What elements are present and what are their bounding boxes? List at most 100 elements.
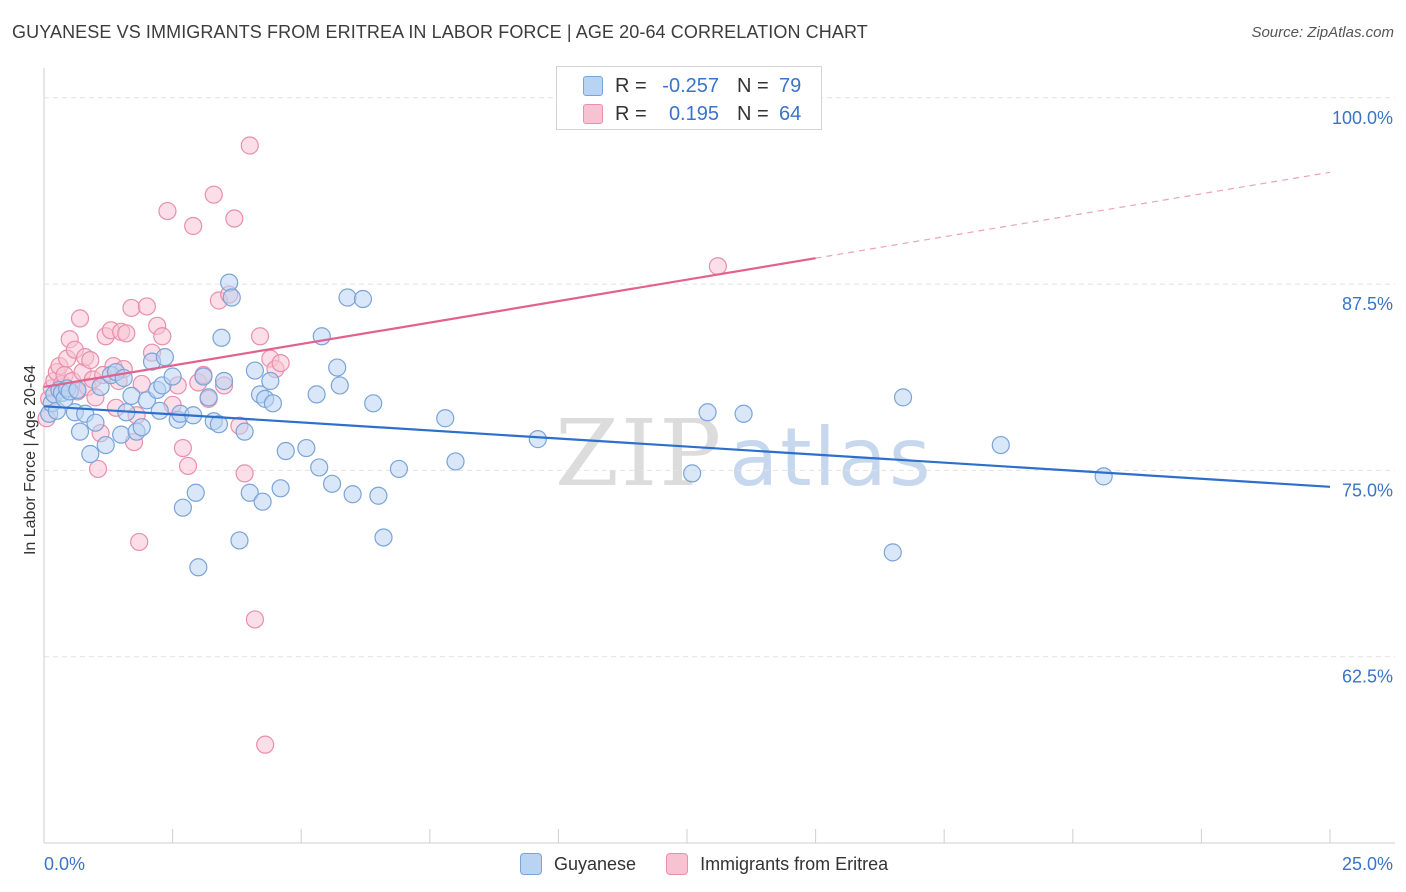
source-label: Source: ZipAtlas.com	[1251, 24, 1394, 41]
point-guyanese	[132, 418, 151, 437]
point-guyanese	[307, 385, 326, 404]
x-tick-label: 0.0%	[44, 854, 85, 874]
trendline-extension-eritrea	[815, 171, 1331, 259]
series-legend: Guyanese Immigrants from Eritrea	[520, 852, 918, 876]
y-axis-label: In Labor Force | Age 20-64	[22, 364, 39, 556]
point-guyanese	[68, 380, 87, 400]
point-guyanese	[374, 528, 393, 547]
point-eritrea	[130, 532, 149, 552]
chart-title: GUYANESE VS IMMIGRANTS FROM ERITREA IN L…	[12, 22, 868, 42]
point-eritrea	[271, 353, 290, 373]
legend-item-eritrea[interactable]: Immigrants from Eritrea	[666, 853, 888, 875]
point-guyanese	[991, 435, 1010, 455]
point-guyanese	[150, 401, 169, 420]
point-guyanese	[330, 376, 349, 395]
point-guyanese	[528, 430, 547, 449]
point-guyanese	[199, 388, 218, 407]
legend-swatch-guyanese	[520, 853, 542, 875]
point-eritrea	[235, 464, 254, 483]
point-eritrea	[178, 456, 198, 476]
point-guyanese	[209, 415, 228, 434]
point-guyanese	[1094, 467, 1113, 486]
point-guyanese	[173, 498, 192, 517]
y-tick-label: 87.5%	[1342, 294, 1393, 314]
watermark-atlas: atlas	[729, 411, 933, 504]
point-guyanese	[328, 358, 347, 377]
stats-legend: R = -0.257 N = 79 R = 0.195 N = 64	[556, 66, 822, 130]
point-eritrea	[88, 459, 108, 479]
n-value: 79	[779, 74, 802, 97]
legend-label-guyanese: Guyanese	[554, 853, 637, 874]
point-guyanese	[214, 371, 234, 391]
n-label: N =	[737, 102, 769, 125]
point-guyanese	[261, 371, 280, 391]
point-eritrea	[70, 309, 90, 328]
stats-row-eritrea: R = 0.195 N = 64	[557, 100, 801, 128]
point-guyanese	[734, 404, 753, 423]
r-label: R =	[615, 102, 647, 125]
legend-swatch-eritrea	[583, 104, 603, 124]
point-eritrea	[173, 438, 192, 458]
point-eritrea	[81, 351, 100, 370]
point-eritrea	[256, 735, 275, 754]
point-guyanese	[698, 403, 717, 422]
point-eritrea	[122, 298, 141, 318]
point-eritrea	[250, 327, 270, 346]
point-eritrea	[184, 216, 203, 236]
y-tick-label: 62.5%	[1342, 667, 1393, 687]
point-guyanese	[194, 367, 213, 386]
point-guyanese	[369, 486, 388, 505]
n-label: N =	[737, 74, 769, 97]
point-guyanese	[189, 558, 208, 577]
point-guyanese	[112, 425, 131, 444]
point-guyanese	[220, 273, 239, 292]
point-guyanese	[235, 422, 254, 441]
point-guyanese	[446, 452, 465, 471]
point-guyanese	[343, 485, 362, 504]
point-guyanese	[364, 394, 383, 413]
point-eritrea	[225, 209, 244, 228]
point-guyanese	[683, 464, 702, 483]
point-guyanese	[163, 367, 182, 386]
legend-item-guyanese[interactable]: Guyanese	[520, 853, 636, 875]
point-eritrea	[132, 374, 151, 394]
point-guyanese	[96, 435, 115, 455]
legend-label-eritrea: Immigrants from Eritrea	[700, 853, 889, 874]
point-guyanese	[81, 444, 100, 464]
y-tick-label: 100.0%	[1332, 108, 1393, 128]
point-guyanese	[883, 543, 902, 562]
point-eritrea	[245, 610, 265, 629]
point-guyanese	[389, 459, 409, 479]
point-guyanese	[230, 531, 249, 550]
y-tick-label: 75.0%	[1342, 480, 1393, 500]
point-guyanese	[253, 492, 272, 511]
watermark: ZIPatlas	[555, 400, 933, 507]
point-eritrea	[158, 201, 177, 221]
point-guyanese	[240, 483, 259, 502]
point-eritrea	[708, 257, 727, 276]
point-eritrea	[153, 327, 172, 346]
point-guyanese	[245, 361, 265, 380]
x-tick-label: 25.0%	[1342, 854, 1393, 874]
point-eritrea	[204, 185, 223, 204]
n-value: 64	[779, 102, 802, 125]
trendline-guyanese	[43, 405, 1331, 488]
legend-swatch-eritrea	[666, 853, 689, 875]
point-eritrea	[117, 324, 136, 343]
point-guyanese	[86, 413, 105, 432]
point-guyanese	[893, 388, 913, 407]
point-eritrea	[240, 136, 259, 155]
point-guyanese	[271, 479, 290, 498]
point-guyanese	[353, 289, 373, 309]
legend-swatch-guyanese	[583, 76, 603, 96]
watermark-zip: ZIP	[555, 400, 724, 507]
point-guyanese	[322, 474, 342, 493]
point-guyanese	[297, 438, 316, 458]
point-guyanese	[436, 409, 455, 428]
point-guyanese	[212, 328, 231, 347]
point-guyanese	[122, 386, 141, 405]
point-guyanese	[70, 422, 90, 441]
r-value: -0.257	[662, 74, 719, 97]
point-eritrea	[137, 297, 156, 316]
